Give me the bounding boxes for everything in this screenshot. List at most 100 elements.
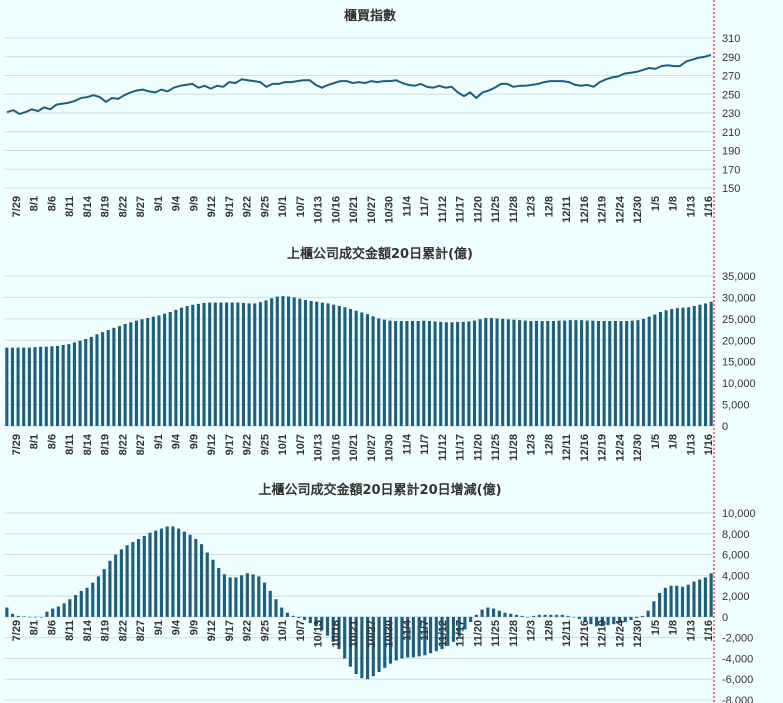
y-tick-label: 20,000	[722, 335, 756, 347]
x-tick-label: 11/25	[490, 434, 502, 461]
bar	[642, 318, 646, 426]
x-tick-label: 10/13	[313, 196, 325, 224]
y-tick-label: 150	[722, 183, 740, 195]
chart-title-otc-index: 櫃買指數	[344, 8, 396, 24]
bar	[554, 614, 559, 617]
x-tick-label: 11/17	[455, 620, 467, 647]
bar	[692, 306, 696, 426]
bar	[640, 615, 644, 617]
x-tick-label: 10/16	[330, 620, 342, 648]
x-tick-label: 10/16	[330, 196, 342, 224]
x-tick-label: 8/6	[47, 434, 59, 449]
panel-turnover-20d: 上櫃公司成交金額20日累計(億) 0 5,000 10,000 15,000 20,00…	[4, 246, 756, 462]
bar	[125, 545, 129, 617]
bar	[228, 577, 232, 617]
x-tick-label: 10/7	[295, 196, 307, 217]
bar	[474, 614, 478, 617]
x-tick-label: 12/16	[579, 620, 591, 648]
x-tick-label: 8/6	[47, 196, 59, 211]
bar	[247, 303, 251, 426]
bar	[486, 607, 490, 617]
x-tick-label: 12/19	[597, 434, 609, 462]
bar	[196, 303, 200, 426]
x-tick-label: 9/25	[259, 434, 271, 455]
x-tick-label: 7/29	[11, 196, 23, 217]
bar	[625, 321, 629, 426]
x-tick-label: 12/8	[543, 196, 555, 217]
bar	[630, 320, 634, 426]
x-tick-label: 12/8	[543, 434, 555, 455]
bar	[681, 307, 685, 426]
x-tick-label: 10/27	[366, 434, 378, 462]
bar	[131, 542, 135, 617]
bar	[343, 307, 347, 426]
bar	[636, 320, 640, 426]
bar	[698, 304, 702, 426]
x-tick-label: 10/13	[313, 434, 325, 462]
bar	[589, 616, 593, 625]
x-tick-label: 11/4	[401, 619, 413, 641]
bar	[596, 321, 601, 426]
bar	[16, 347, 20, 426]
bar	[687, 307, 691, 426]
bar	[619, 321, 623, 426]
x-tick-label: 1/8	[668, 196, 680, 211]
bar	[360, 312, 364, 426]
x-tick-label: 9/22	[242, 434, 254, 455]
bar	[583, 616, 587, 622]
x-tick-label: 9/17	[224, 620, 236, 641]
y-tick-label: 250	[722, 89, 740, 101]
bar	[512, 319, 516, 426]
x-tick-label: 9/9	[188, 434, 200, 449]
bar	[366, 616, 370, 680]
bar	[484, 318, 488, 426]
bar	[326, 303, 330, 426]
bar	[262, 582, 267, 617]
x-tick-label: 8/22	[118, 196, 130, 217]
x-tick-label: 12/24	[614, 619, 626, 647]
bar	[134, 320, 138, 426]
bar	[101, 332, 105, 426]
x-tick-label: 9/12	[206, 620, 218, 641]
bar	[623, 616, 627, 623]
bar	[520, 615, 524, 617]
bar	[95, 334, 99, 426]
bar	[574, 320, 578, 426]
bar	[219, 302, 223, 426]
x-tick-label: 11/4	[401, 195, 413, 217]
x-tick-label: 1/16	[703, 434, 715, 455]
bar	[151, 316, 155, 426]
x-tick-label: 1/16	[703, 620, 715, 641]
bar	[377, 616, 381, 672]
bar	[33, 616, 38, 618]
x-tick-label: 11/17	[455, 196, 467, 223]
bar	[51, 608, 55, 617]
bar	[114, 554, 118, 617]
y-tick-label: 25,000	[722, 314, 756, 326]
x-tick-label: 9/17	[224, 196, 236, 217]
bar	[28, 616, 32, 618]
bar	[444, 322, 448, 426]
x-tick-label: 8/6	[47, 620, 59, 635]
bar	[686, 584, 690, 617]
x-tick-label: 1/13	[685, 196, 697, 217]
x-tick-label: 10/21	[348, 434, 360, 462]
bar	[349, 309, 353, 426]
bar	[343, 616, 347, 659]
bar	[5, 607, 9, 617]
bar	[79, 590, 83, 617]
bar	[600, 616, 604, 627]
bar	[383, 616, 387, 668]
bar	[96, 576, 101, 617]
bar	[394, 616, 398, 661]
bar	[287, 296, 291, 426]
y-tick-label: 0	[722, 421, 728, 433]
bar	[612, 616, 616, 625]
x-tick-label: 8/11	[64, 196, 76, 217]
y-tick-label: 210	[722, 127, 740, 139]
bar	[72, 342, 76, 426]
chart-title-turnover-20d-change: 上櫃公司成交金額20日累計20日增減(億)	[258, 482, 501, 498]
bar	[514, 614, 519, 617]
x-tick-label: 1/16	[703, 196, 715, 217]
bar	[663, 587, 667, 617]
